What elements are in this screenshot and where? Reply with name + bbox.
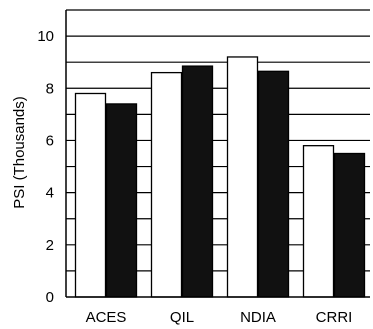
y-tick-label: 6 [46, 132, 54, 149]
bar-crri-series-2 [333, 152, 366, 298]
y-tick-label: 0 [46, 289, 54, 306]
bar-qil-series-2 [181, 65, 214, 298]
y-tick-label: 4 [46, 185, 54, 202]
x-tick-label: NDIA [240, 309, 276, 326]
bar-qil-series-1 [150, 71, 183, 298]
x-tick-label: QIL [170, 309, 194, 326]
y-axis-title: PSI (Thousands) [11, 96, 28, 209]
x-tick-label: CRRI [316, 309, 353, 326]
bar-ndia-series-2 [257, 70, 290, 298]
y-tick-label: 8 [46, 80, 54, 97]
bars [74, 56, 366, 298]
bar-aces-series-1 [74, 92, 107, 298]
y-tick-labels: 0 2 4 6 8 10 [37, 28, 54, 306]
x-tick-label: ACES [86, 309, 127, 326]
bar-ndia-series-1 [226, 56, 259, 298]
y-tick-label: 2 [46, 237, 54, 254]
bar-crri-series-1 [302, 145, 335, 298]
axes [65, 10, 370, 298]
y-tick-label: 10 [37, 28, 54, 45]
x-tick-labels: ACES QIL NDIA CRRI [86, 309, 353, 326]
bar-aces-series-2 [105, 103, 138, 298]
